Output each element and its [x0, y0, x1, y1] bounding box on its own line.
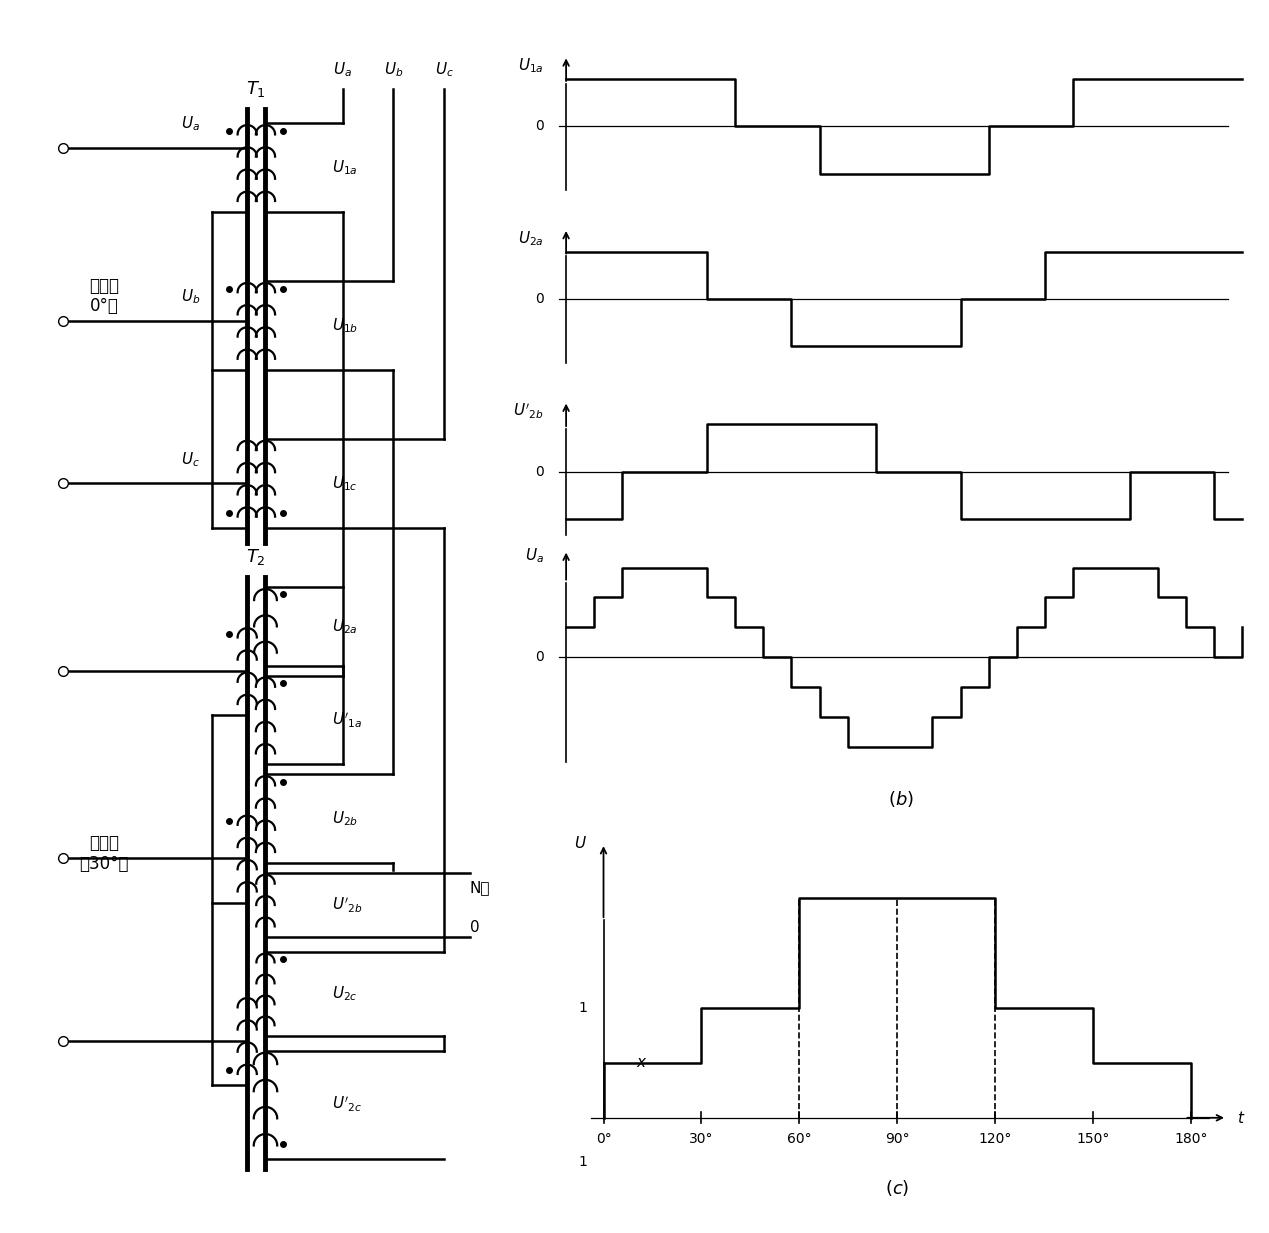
Text: $T_1$: $T_1$: [246, 79, 266, 99]
Text: $(c)$: $(c)$: [884, 1179, 910, 1198]
Text: 150°: 150°: [1076, 1132, 1110, 1145]
Text: $U_{2b}$: $U_{2b}$: [332, 809, 359, 829]
Text: $U_a$: $U_a$: [334, 60, 352, 79]
Text: $U_{2a}$: $U_{2a}$: [518, 229, 543, 248]
Text: $t$: $t$: [1237, 1110, 1245, 1126]
Text: 1: 1: [579, 1001, 588, 1015]
Text: $U'_{2c}$: $U'_{2c}$: [332, 1095, 363, 1115]
Text: $U_b$: $U_b$: [383, 60, 404, 79]
Text: $U_{1b}$: $U_{1b}$: [332, 316, 359, 335]
Text: $x$: $x$: [636, 1055, 647, 1070]
Text: $T_2$: $T_2$: [246, 547, 266, 567]
Text: $U_a$: $U_a$: [524, 546, 543, 565]
Text: 0: 0: [534, 650, 543, 665]
Text: $U_c$: $U_c$: [435, 60, 453, 79]
Text: 90°: 90°: [884, 1132, 910, 1145]
Text: 第一台
0°橋: 第一台 0°橋: [89, 276, 119, 316]
Text: 0°: 0°: [595, 1132, 612, 1145]
Text: $U_{1a}$: $U_{1a}$: [332, 158, 358, 178]
Text: $U_c$: $U_c$: [181, 450, 199, 469]
Text: 第二台
后30°橋: 第二台 后30°橋: [79, 834, 129, 873]
Text: 180°: 180°: [1174, 1132, 1208, 1145]
Text: 120°: 120°: [978, 1132, 1011, 1145]
Text: $U'_{1a}$: $U'_{1a}$: [332, 710, 363, 730]
Text: 0: 0: [534, 465, 543, 478]
Text: 30°: 30°: [689, 1132, 713, 1145]
Text: $U_{1a}$: $U_{1a}$: [518, 57, 543, 75]
Text: $U'_{2b}$: $U'_{2b}$: [513, 402, 543, 420]
Text: $U_a$: $U_a$: [181, 115, 199, 133]
Text: $U_{2c}$: $U_{2c}$: [332, 984, 358, 1004]
Text: $U$: $U$: [575, 835, 588, 851]
Text: N线: N线: [470, 880, 490, 895]
Text: $U'_{2b}$: $U'_{2b}$: [332, 895, 363, 915]
Text: $U_{1c}$: $U_{1c}$: [332, 473, 358, 493]
Text: 0: 0: [470, 920, 480, 935]
Text: 0: 0: [534, 120, 543, 133]
Text: 60°: 60°: [787, 1132, 812, 1145]
Text: $(b)$: $(b)$: [888, 789, 914, 809]
Text: $U_{2a}$: $U_{2a}$: [332, 616, 358, 636]
Text: 0: 0: [534, 292, 543, 306]
Text: 1: 1: [579, 1155, 588, 1169]
Text: $U_b$: $U_b$: [180, 287, 201, 306]
